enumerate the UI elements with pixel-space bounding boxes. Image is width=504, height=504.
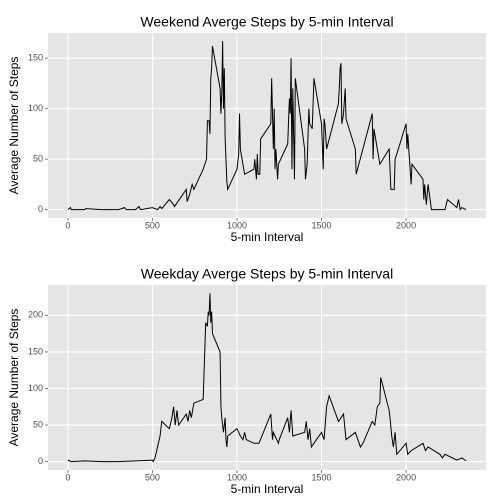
data-line [67,293,467,463]
x-tick-label: 0 [65,220,70,230]
x-tick-label: 1000 [227,472,247,482]
y-tick-label: 50 [33,154,43,164]
x-axis-label: 5-min Interval [231,230,304,244]
panel-background [48,33,486,218]
x-axis-label: 5-min Interval [231,482,304,496]
y-tick-label: 150 [28,53,43,63]
y-tick-label: 0 [38,456,43,466]
y-tick-label: 0 [38,204,43,214]
x-tick-label: 500 [145,472,160,482]
x-tick-label: 0 [65,472,70,482]
y-tick-label: 50 [33,419,43,429]
x-tick-label: 2000 [396,220,416,230]
y-axis-label: Average Number of Steps [7,309,21,447]
data-line [67,40,467,211]
chart-title: Weekday Averge Steps by 5-min Interval [141,266,393,282]
y-tick-label: 100 [28,383,43,393]
y-tick-label: 200 [28,310,43,320]
x-tick-label: 1000 [227,220,247,230]
x-tick-label: 1500 [312,220,332,230]
y-axis-label: Average Number of Steps [7,57,21,195]
y-tick-label: 100 [28,103,43,113]
x-tick-label: 2000 [396,472,416,482]
x-tick-label: 1500 [312,472,332,482]
chart-title: Weekend Averge Steps by 5-min Interval [140,14,393,30]
x-tick-label: 500 [145,220,160,230]
panel-background [48,285,486,470]
y-tick-label: 150 [28,346,43,356]
